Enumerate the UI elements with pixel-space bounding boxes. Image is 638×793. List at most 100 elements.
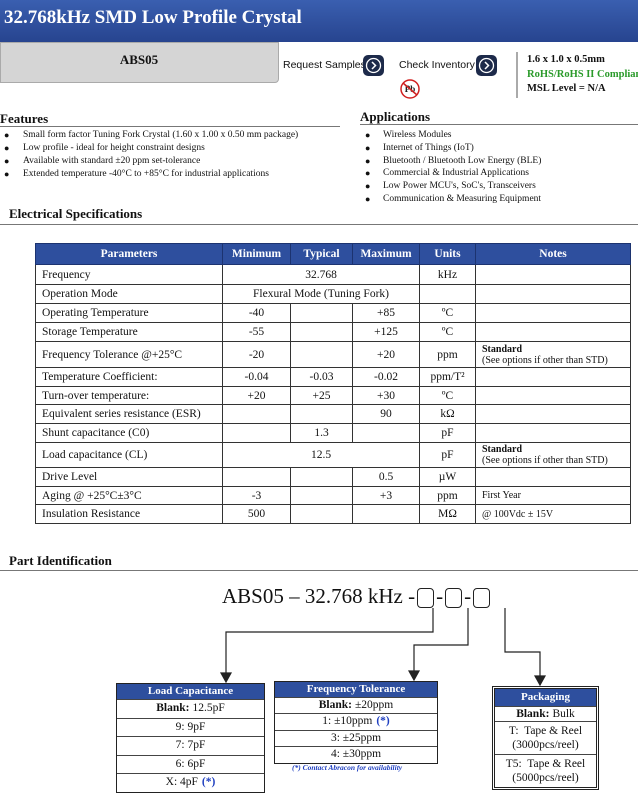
option-text: ±20ppm [354,699,394,711]
cell: +30 [352,386,420,405]
inventory-arrow[interactable] [476,55,497,76]
cell: 12.5 [222,442,420,468]
box-title: Packaging [495,689,596,706]
option: 6: 6pF [117,754,264,774]
option-code: Blank: [318,699,352,711]
spec-msl: MSL Level = N/A [527,83,606,94]
cell: Operating Temperature [35,303,223,323]
option-text: 7: 7pF [175,739,206,752]
bullet: ● [365,194,371,204]
cell: @ 100Vdc ± 15V [475,504,631,524]
cell [290,504,353,524]
slot [417,588,435,609]
box-title: Load Capacitance [117,684,264,699]
header-row: Parameters Minimum Typical Maximum Units Note… [35,243,631,265]
cell [222,404,291,424]
part-prefix: ABS05 – 32.768 kHz - [222,584,416,608]
cell: ºC [419,303,476,323]
cell [290,341,353,368]
arrow [533,675,547,687]
list-item: Available with standard ±20 ppm set-tole… [23,156,201,166]
check-inventory[interactable]: Check Inventory [399,59,475,71]
separator: - [464,584,472,608]
bullet: ● [365,168,371,179]
bullet: ● [4,156,10,166]
part-id-title: Part Identification [9,553,112,568]
cell: -20 [222,341,291,368]
bullet: ● [4,143,10,153]
bullet: ● [365,181,371,192]
cell: pF [419,442,476,468]
list-item: Extended temperature -40°C to +85°C for … [23,169,269,179]
connector [225,608,434,676]
spec-table: Parameters Minimum Typical Maximum Units Note… [35,243,631,524]
cell: ppm/T² [419,367,476,387]
option-text: X: 4pF [165,776,198,789]
row: Temperature Coefficient: -0.04 -0.03 -0.02 p… [35,367,631,387]
row: Turn-over temperature: +20 +25 +30 ºC [35,386,631,405]
applications-title: Applications [360,109,431,124]
title-bar [0,0,638,42]
option: X: 4pF (*) [117,773,264,792]
cell: +25 [290,386,353,405]
cell: Equivalent series resistance (ESR) [35,404,223,424]
part-name: ABS05 [119,52,159,67]
cell [475,467,631,487]
row: Drive Level 0.5 µW [35,467,631,487]
cell [222,467,291,487]
note: (See options if other than STD) [482,455,608,466]
cell: Insulation Resistance [35,504,223,524]
row: Storage Temperature -55 +125 ºC [35,322,631,342]
note-bold: Standard [482,343,523,355]
cell: +20 [222,386,291,405]
cell [290,404,353,424]
bullet: ● [4,169,10,179]
cell: Flexural Mode (Tuning Fork) [222,284,420,304]
cell: -55 [222,322,291,342]
option-text: 9: 9pF [175,720,206,733]
cell: -40 [222,303,291,323]
cell: Temperature Coefficient: [35,367,223,387]
th: Parameters [35,243,223,265]
th: Minimum [222,243,291,265]
cell [352,504,420,524]
cell: pF [419,423,476,443]
default-option: Blank: Bulk [495,706,596,721]
option-text: 6: 6pF [175,757,206,770]
cell: +85 [352,303,420,323]
option-text: T: Tape & Reel [508,725,583,737]
th: Notes [475,243,631,265]
row: Insulation Resistance 500 MΩ @ 100Vdc ± 15V [35,504,631,524]
list-item: Internet of Things (IoT) [383,142,474,153]
cell [290,303,353,323]
cell: Load capacitance (CL) [35,442,223,468]
frequency-tolerance-box: Frequency Tolerance Blank: ±20ppm 1: ±10ppm… [274,681,438,764]
cell: 90 [352,404,420,424]
option-text: 1: ±10ppm [322,715,373,728]
row: Equivalent series resistance (ESR) 90 kΩ [35,404,631,424]
cell: Standard (See options if other than STD) [475,442,631,468]
default-option: Blank: ±20ppm [275,697,437,713]
option-text: 4: ±30ppm [330,748,382,761]
request-samples[interactable]: Request Samples [283,59,366,71]
cell [290,322,353,342]
cell: -0.02 [352,367,420,387]
option-text: 3: ±25ppm [330,731,382,744]
features-title: Features [0,111,49,126]
part-number: ABS05 – 32.768 kHz --- [222,584,492,609]
box-title: Frequency Tolerance [275,682,437,697]
row: Aging @ +25°C±3°C -3 +3 ppm First Year [35,486,631,505]
cell: MΩ [419,504,476,524]
rule [0,570,638,571]
option-text: Bulk [552,708,575,720]
list-item: Wireless Modules [383,130,452,140]
list-item: Low profile - ideal for height constrain… [23,143,205,153]
rule [0,224,638,225]
slot [445,588,463,609]
cell: 500 [222,504,291,524]
default-option: Blank: 12.5pF [117,699,264,718]
cell: Shunt capacitance (C0) [35,423,223,443]
request-arrow[interactable] [363,55,384,76]
cell: -0.04 [222,367,291,387]
cell [419,284,476,304]
